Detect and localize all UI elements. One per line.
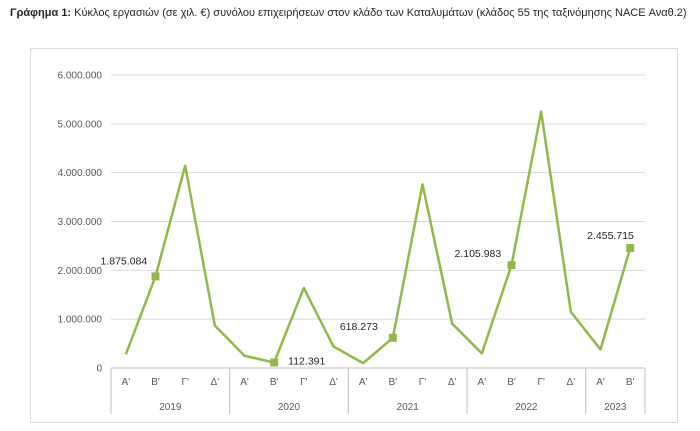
year-label: 2020: [278, 402, 301, 413]
quarter-tick-label: Α': [478, 377, 487, 388]
y-tick-label: 6.000.000: [58, 71, 103, 82]
quarter-tick-label: Δ': [448, 377, 457, 388]
chart-area: 0 1.000.000 2.000.000 3.000.000 4.000.000 5.0…: [30, 48, 678, 423]
caption-prefix: Γράφημα 1:: [10, 7, 72, 19]
year-label: 2023: [604, 402, 627, 413]
year-label: 2022: [515, 402, 538, 413]
caption-text: Κύκλος εργασιών (σε χιλ. €) συνόλου επιχ…: [71, 7, 687, 19]
data-label: 1.875.084: [101, 255, 148, 267]
quarter-tick-label: Α': [240, 377, 249, 388]
y-tick-label: 1.000.000: [58, 315, 103, 326]
data-marker: [151, 272, 160, 281]
quarter-tick-label: Β': [507, 377, 516, 388]
quarter-tick-label: Β': [151, 377, 160, 388]
data-marker: [507, 261, 516, 270]
quarter-tick-label: Γ': [300, 377, 308, 388]
quarter-tick-label: Δ': [329, 377, 338, 388]
year-label: 2019: [159, 402, 182, 413]
data-label: 112.391: [288, 356, 325, 368]
quarter-tick-label: Β': [389, 377, 398, 388]
quarter-tick-label: Β': [626, 377, 635, 388]
quarter-tick-label: Β': [270, 377, 279, 388]
y-tick-label: 3.000.000: [58, 217, 103, 228]
quarter-tick-label: Γ': [419, 377, 427, 388]
data-label: 2.455.715: [587, 230, 634, 242]
y-tick-label: 0: [96, 364, 102, 375]
quarter-tick-label: Δ': [567, 377, 576, 388]
y-tick-label: 2.000.000: [58, 266, 103, 277]
quarter-tick-label: Α': [596, 377, 605, 388]
data-marker: [626, 244, 635, 253]
quarter-tick-label: Γ': [181, 377, 189, 388]
data-label: 618.273: [340, 321, 378, 333]
quarter-tick-label: Δ': [211, 377, 220, 388]
line-chart: 0 1.000.000 2.000.000 3.000.000 4.000.000 5.0…: [58, 71, 646, 414]
data-marker: [388, 333, 397, 342]
series-line: [124, 110, 632, 365]
year-label: 2021: [397, 402, 420, 413]
y-tick-label: 4.000.000: [58, 168, 103, 179]
chart-caption: Γράφημα 1: Κύκλος εργασιών (σε χιλ. €) σ…: [10, 6, 690, 20]
data-label: 2.105.983: [455, 248, 502, 260]
quarter-tick-label: Α': [122, 377, 131, 388]
y-tick-label: 5.000.000: [58, 119, 103, 130]
quarter-tick-label: Α': [359, 377, 368, 388]
quarter-tick-label: Γ': [537, 377, 545, 388]
data-marker: [270, 358, 279, 367]
